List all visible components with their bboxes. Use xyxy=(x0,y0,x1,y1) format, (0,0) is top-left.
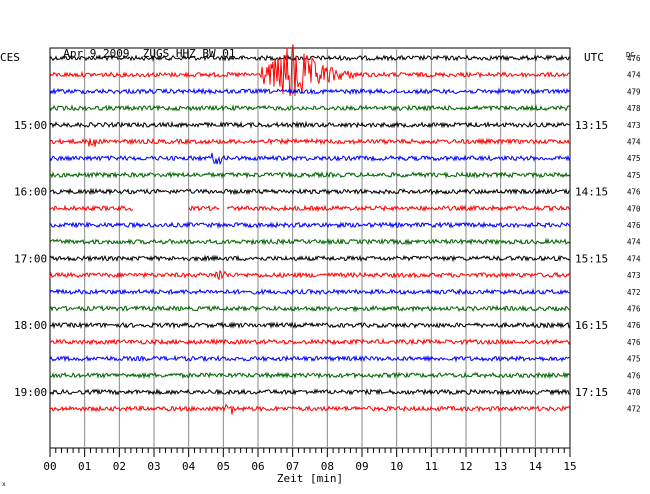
x-tick-label: 11 xyxy=(425,460,438,473)
left-time-label: 18:00 xyxy=(14,319,47,332)
dc-value: 478 xyxy=(627,104,641,113)
right-time-labels: 13:15 14:15 15:15 16:15 17:15 xyxy=(575,119,608,399)
dc-value: 476 xyxy=(627,321,641,330)
trace-line xyxy=(49,337,571,346)
trace-line xyxy=(49,321,571,330)
trace-line xyxy=(49,403,571,415)
x-tick-label: 12 xyxy=(459,460,472,473)
trace-line xyxy=(49,237,571,246)
left-zone-label: CES xyxy=(0,51,20,64)
dc-value: 474 xyxy=(627,254,641,263)
dc-value: 474 xyxy=(627,71,641,80)
trace-line xyxy=(49,104,571,112)
right-time-label: 14:15 xyxy=(575,186,608,199)
right-time-label: 16:15 xyxy=(575,319,608,332)
trace-line xyxy=(49,371,571,380)
trace-line xyxy=(49,304,571,313)
x-tick-label: 02 xyxy=(113,460,126,473)
corner-mark: x xyxy=(2,481,6,488)
trace-line xyxy=(49,44,571,97)
trace-line xyxy=(49,152,571,166)
dc-value: 472 xyxy=(627,405,641,414)
right-time-label: 15:15 xyxy=(575,252,608,265)
dc-header: DC xyxy=(626,51,634,59)
x-tick-label: 07 xyxy=(286,460,299,473)
dc-value: 475 xyxy=(627,154,641,163)
trace-line xyxy=(49,187,571,196)
trace-line xyxy=(49,54,571,62)
dc-value: 476 xyxy=(627,338,641,347)
dc-value: 476 xyxy=(627,305,641,314)
trace-line xyxy=(49,254,571,263)
station-label: ZUGS HHZ BW 01 xyxy=(142,47,236,60)
date-label: Apr 9,2009 xyxy=(63,47,130,60)
dc-value: 474 xyxy=(627,238,641,247)
trace-line xyxy=(49,120,571,129)
x-tick-label: 03 xyxy=(147,460,160,473)
x-tick-label: 06 xyxy=(251,460,264,473)
dc-value: 476 xyxy=(627,54,641,63)
x-tick-label: 15 xyxy=(563,460,576,473)
dc-value: 473 xyxy=(627,271,641,280)
dc-value: 473 xyxy=(627,121,641,130)
trace-line xyxy=(49,204,571,213)
dc-value: 476 xyxy=(627,221,641,230)
left-time-label: 16:00 xyxy=(14,186,47,199)
x-tick-label: 04 xyxy=(182,460,196,473)
plot-header: Apr 9,2009 ZUGS HHZ BW 01 xyxy=(50,34,235,60)
dc-values: 476 474 479 478 473 474 475 475 476 470 476 474 474 4… xyxy=(627,54,641,414)
trace-line xyxy=(49,388,571,396)
right-time-label: 13:15 xyxy=(575,119,608,132)
x-tick-label: 13 xyxy=(494,460,507,473)
trace-line xyxy=(49,137,571,147)
right-zone-label: UTC xyxy=(584,51,604,64)
trace-line xyxy=(49,170,571,179)
dc-value: 474 xyxy=(627,138,641,147)
left-time-label: 19:00 xyxy=(14,386,47,399)
dc-value: 472 xyxy=(627,288,641,297)
minute-grid xyxy=(49,47,571,449)
dc-value: 475 xyxy=(627,355,641,364)
seismic-traces xyxy=(49,44,571,415)
trace-line xyxy=(49,269,571,281)
x-axis-label: Zeit [min] xyxy=(277,472,343,485)
dc-value: 475 xyxy=(627,171,641,180)
x-tick-label: 09 xyxy=(355,460,368,473)
trace-line xyxy=(49,87,571,96)
left-time-label: 17:00 xyxy=(14,252,47,265)
x-tick-label: 14 xyxy=(529,460,543,473)
dc-value: 476 xyxy=(627,188,641,197)
x-tick-label: 00 xyxy=(43,460,56,473)
right-time-label: 17:15 xyxy=(575,386,608,399)
x-axis: 00 01 02 03 04 05 06 07 08 09 10 11 12 13 14 15 xyxy=(43,448,577,473)
dc-value: 479 xyxy=(627,87,641,96)
dc-value: 470 xyxy=(627,204,641,213)
x-tick-label: 05 xyxy=(217,460,230,473)
dc-value: 476 xyxy=(627,371,641,380)
trace-line xyxy=(49,354,571,363)
x-tick-label: 01 xyxy=(78,460,91,473)
dc-value: 470 xyxy=(627,388,641,397)
x-tick-label: 10 xyxy=(390,460,403,473)
left-time-labels: 15:00 16:00 17:00 18:00 19:00 xyxy=(14,119,47,399)
trace-line xyxy=(49,287,571,296)
left-time-label: 15:00 xyxy=(14,119,47,132)
x-tick-label: 08 xyxy=(321,460,334,473)
trace-line xyxy=(49,220,571,230)
